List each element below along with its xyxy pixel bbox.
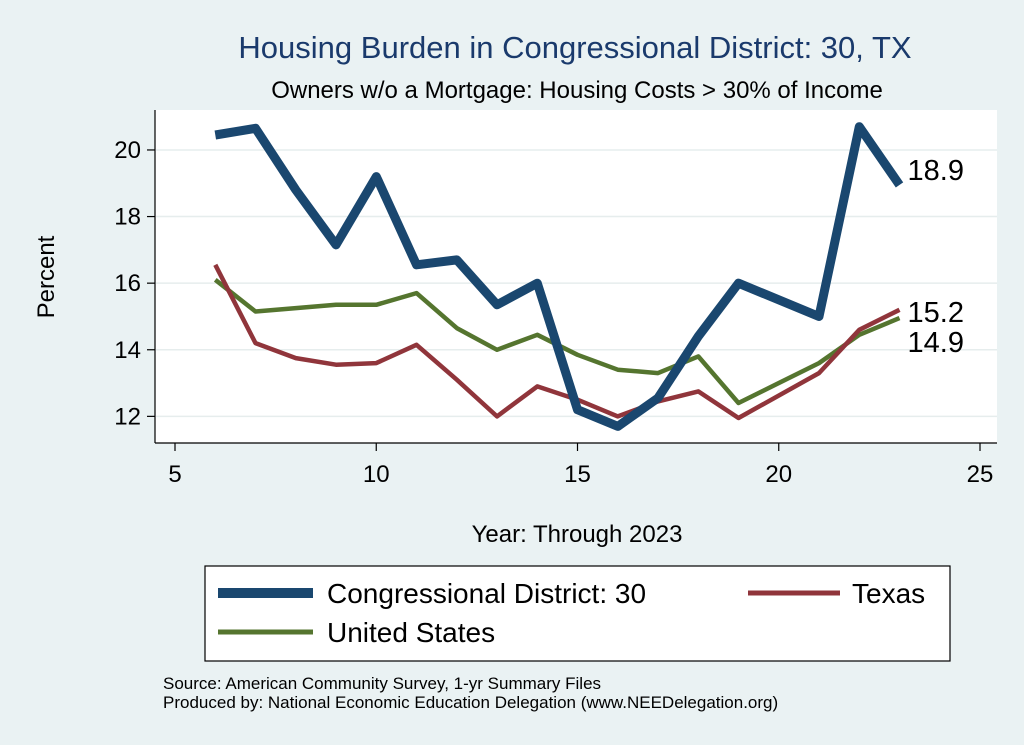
series-layer [213,122,904,431]
legend-label-texas: Texas [852,578,925,609]
end-label-united-states: 14.9 [908,327,964,359]
y-tick-label-16: 16 [114,270,141,297]
y-axis-ticks: 12 14 16 18 20 [114,137,155,430]
y-tick-label-20: 20 [114,137,141,164]
end-label-congressional-district-30: 18.9 [908,155,964,187]
y-tick-label-14: 14 [114,337,141,364]
end-labels: 18.9 15.214.9 [908,155,964,359]
series-line-united-states [213,278,901,406]
x-tick-label-5: 5 [168,461,181,488]
legend-label-united-states: United States [327,617,495,648]
y-tick-label-12: 12 [114,403,141,430]
x-tick-label-10: 10 [363,461,390,488]
x-tick-label-20: 20 [765,461,792,488]
chart-title: Housing Burden in Congressional District… [238,30,911,65]
series-line-texas [213,263,901,421]
plot-area [155,110,997,443]
y-axis-title: Percent [33,235,60,318]
producer-note: Produced by: National Economic Education… [163,693,778,712]
series-line-congressional-district-30 [214,122,904,431]
x-axis-ticks: 5 10 15 20 25 [168,443,993,488]
y-tick-label-18: 18 [114,204,141,231]
x-axis-title: Year: Through 2023 [472,521,683,548]
source-note: Source: American Community Survey, 1-yr … [163,674,601,693]
x-tick-label-25: 25 [967,461,994,488]
legend-label-congressional-district: Congressional District: 30 [327,578,646,609]
chart-subtitle: Owners w/o a Mortgage: Housing Costs > 3… [271,77,883,104]
end-label-texas: 15.2 [908,297,964,329]
gridlines [156,149,997,418]
x-tick-label-15: 15 [564,461,591,488]
legend-box [204,565,951,662]
legend: Congressional District: 30 Texas United … [204,565,951,662]
